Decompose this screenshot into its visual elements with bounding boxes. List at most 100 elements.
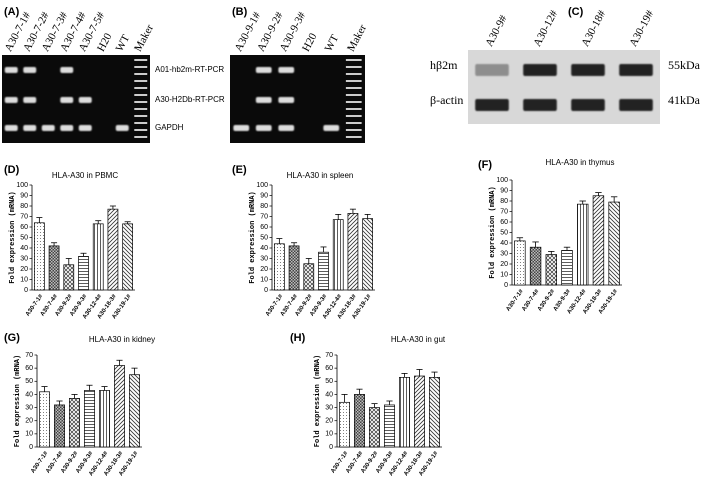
y-axis-label: Fold expression (mRNA) bbox=[14, 355, 22, 447]
bar bbox=[561, 250, 573, 286]
ladder-band bbox=[134, 66, 148, 68]
bar bbox=[399, 376, 410, 448]
y-tick-label: 0 bbox=[264, 287, 268, 294]
band bbox=[233, 125, 250, 131]
y-tick-label: 100 bbox=[256, 182, 268, 189]
y-axis-label: Fold expression (mRNA) bbox=[314, 355, 322, 447]
band bbox=[23, 97, 37, 103]
bar bbox=[107, 208, 119, 291]
y-tick-label: 40 bbox=[500, 240, 508, 247]
band bbox=[23, 67, 37, 73]
ladder-band bbox=[134, 101, 148, 103]
bar bbox=[332, 219, 344, 291]
y-tick-label: 20 bbox=[500, 261, 508, 268]
panel-label: (E) bbox=[232, 164, 247, 176]
ladder-band bbox=[345, 108, 362, 110]
band bbox=[523, 99, 557, 111]
row-label: β-actin bbox=[430, 93, 463, 107]
lane-label: Maker bbox=[132, 22, 156, 53]
y-tick-label: 90 bbox=[500, 187, 508, 194]
band bbox=[323, 125, 340, 131]
y-tick-label: 20 bbox=[25, 418, 33, 425]
ladder-band bbox=[134, 108, 148, 110]
y-axis-label: Fold expression (mRNA) bbox=[9, 191, 17, 283]
band bbox=[60, 97, 74, 103]
band bbox=[255, 67, 272, 73]
y-tick-label: 70 bbox=[20, 213, 28, 220]
y-tick-label: 10 bbox=[500, 271, 508, 278]
ladder-band bbox=[134, 80, 148, 82]
lane-label: H20 bbox=[300, 31, 320, 54]
ladder-band bbox=[345, 73, 362, 75]
y-tick-label: 90 bbox=[20, 192, 28, 199]
y-tick-label: 0 bbox=[24, 287, 28, 294]
lane-label: A30-18# bbox=[579, 8, 608, 49]
ladder-band bbox=[345, 94, 362, 96]
bar bbox=[114, 365, 125, 448]
band bbox=[60, 125, 74, 131]
y-tick-label: 0 bbox=[504, 282, 508, 289]
bar bbox=[303, 263, 315, 291]
ladder-band bbox=[134, 129, 148, 131]
y-tick-label: 100 bbox=[16, 182, 28, 189]
bar bbox=[92, 223, 104, 291]
panel-label: (B) bbox=[232, 6, 248, 18]
bar bbox=[39, 391, 50, 448]
band bbox=[41, 125, 55, 131]
row-label: A01-hb2m-RT-PCR bbox=[155, 65, 224, 74]
ladder-band bbox=[134, 122, 148, 124]
band bbox=[619, 99, 653, 111]
y-tick-label: 60 bbox=[500, 219, 508, 226]
lane-label: A30-9# bbox=[483, 13, 510, 49]
y-tick-label: 10 bbox=[20, 276, 28, 283]
ladder-band bbox=[345, 87, 362, 89]
row-label: A30-H2Db-RT-PCR bbox=[155, 95, 225, 104]
band bbox=[23, 125, 37, 131]
y-tick-label: 30 bbox=[500, 250, 508, 257]
y-tick-label: 50 bbox=[260, 234, 268, 241]
band bbox=[4, 97, 18, 103]
band bbox=[278, 67, 295, 73]
bar bbox=[69, 398, 80, 448]
panel-label: (H) bbox=[290, 332, 306, 344]
panel-label: (D) bbox=[4, 164, 20, 176]
bar bbox=[529, 246, 542, 286]
y-tick-label: 80 bbox=[500, 198, 508, 205]
band bbox=[78, 97, 92, 103]
band bbox=[571, 64, 605, 76]
lane-label: WT bbox=[323, 33, 342, 54]
band bbox=[78, 125, 92, 131]
bar bbox=[592, 195, 605, 286]
y-tick-label: 10 bbox=[260, 276, 268, 283]
y-tick-label: 80 bbox=[260, 203, 268, 210]
ladder-band bbox=[134, 94, 148, 96]
band bbox=[255, 125, 272, 131]
y-tick-label: 10 bbox=[325, 431, 333, 438]
bar bbox=[63, 264, 75, 291]
y-tick-label: 60 bbox=[260, 224, 268, 231]
y-tick-label: 60 bbox=[20, 224, 28, 231]
y-tick-label: 0 bbox=[329, 444, 333, 451]
ladder-band bbox=[345, 115, 362, 117]
y-tick-label: 70 bbox=[325, 352, 333, 359]
ladder-band bbox=[345, 80, 362, 82]
bar bbox=[545, 254, 557, 286]
panel-label: (F) bbox=[478, 159, 492, 171]
ladder-band bbox=[134, 136, 148, 138]
bar bbox=[347, 213, 359, 291]
y-tick-label: 40 bbox=[260, 245, 268, 252]
band bbox=[4, 67, 18, 73]
y-tick-label: 50 bbox=[20, 234, 28, 241]
y-tick-label: 60 bbox=[325, 365, 333, 372]
band bbox=[278, 97, 295, 103]
chart-title: HLA-A30 in kidney bbox=[89, 335, 155, 344]
y-tick-label: 30 bbox=[25, 404, 33, 411]
bar bbox=[54, 404, 65, 448]
lane-label: A30-19# bbox=[627, 8, 656, 49]
ladder-band bbox=[345, 122, 362, 124]
y-tick-label: 40 bbox=[325, 391, 333, 398]
gel-image bbox=[230, 55, 365, 143]
chart-title: HLA-A30 in spleen bbox=[287, 171, 354, 180]
band bbox=[4, 125, 18, 131]
band bbox=[475, 64, 509, 76]
